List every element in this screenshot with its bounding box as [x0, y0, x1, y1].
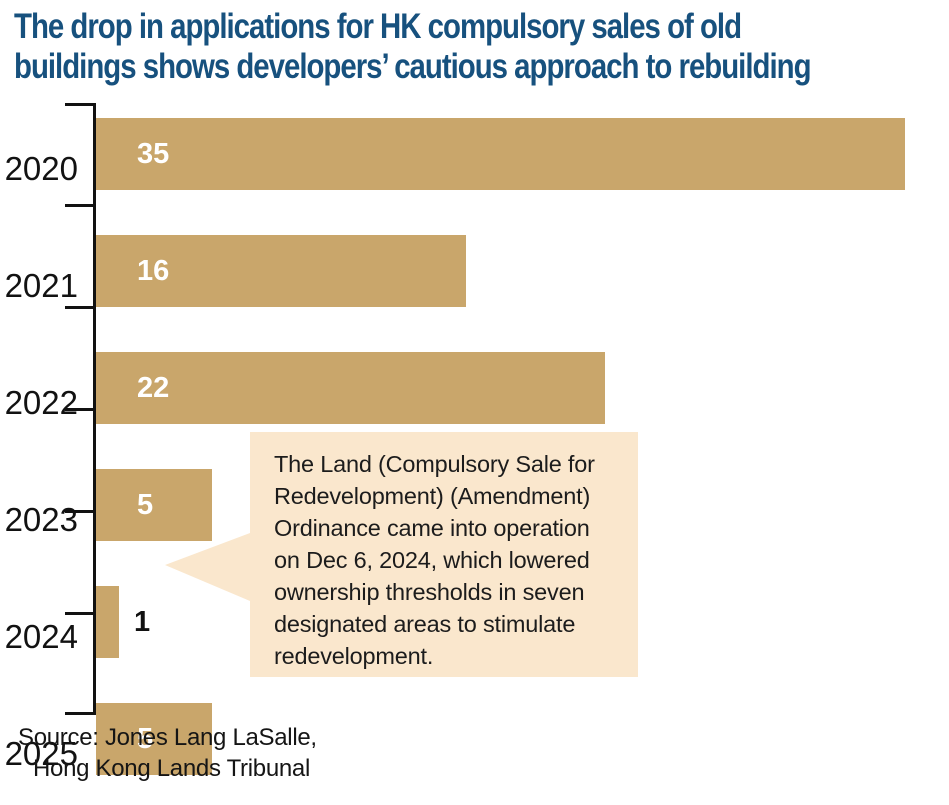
source-note: Source: Jones Lang LaSalle, Hong Kong La…	[18, 722, 317, 784]
year-label: 2021	[4, 267, 78, 304]
year-label: 2024	[4, 618, 78, 655]
axis-tick	[65, 204, 96, 207]
chart-title: The drop in applications for HK compulso…	[14, 7, 812, 86]
year-label: 2020	[4, 150, 78, 187]
axis-tick	[65, 510, 96, 513]
bar-value-label: 5	[137, 488, 154, 521]
bar-row-2023: 2023 5	[0, 469, 949, 571]
annotation-text: The Land (Compulsory Sale for Redevelopm…	[274, 451, 595, 669]
bar-value-label: 5	[137, 722, 154, 755]
year-label: 2023	[4, 501, 78, 538]
bar-2025: 5	[96, 703, 212, 775]
callout-pointer-icon	[165, 533, 250, 601]
callout-pointer-shape	[165, 533, 250, 601]
bar-2022: 22	[96, 352, 605, 424]
axis-tick	[65, 103, 96, 106]
bar-row-2025: 2025 5	[0, 703, 949, 805]
bar-2021: 16	[96, 235, 466, 307]
source-line-1: Source: Jones Lang LaSalle,	[18, 724, 317, 751]
bar-row-2024: 2024 1	[0, 586, 949, 688]
bar-chart: 2020 35 2021 16 2022 22 2023 5 2024 1 20…	[0, 103, 949, 775]
bar-2024: 1	[96, 586, 150, 658]
year-label: 2022	[4, 384, 78, 421]
bar-value-label: 16	[137, 254, 170, 287]
axis-tick	[65, 612, 96, 615]
axis-tick	[65, 306, 96, 309]
annotation-callout: The Land (Compulsory Sale for Redevelopm…	[250, 432, 638, 677]
bar-value-label: 35	[137, 137, 170, 170]
bar-2023: 5	[96, 469, 212, 541]
bar-2020: 35	[96, 118, 905, 190]
year-label: 2025	[4, 735, 78, 772]
bar-row-2021: 2021 16	[0, 235, 949, 337]
bar-value-label: 22	[137, 371, 170, 404]
axis-tick	[65, 712, 96, 715]
bar-row-2020: 2020 35	[0, 118, 949, 220]
source-line-2: Hong Kong Lands Tribunal	[33, 755, 311, 782]
axis-tick	[65, 408, 96, 411]
bar-value-label: 1	[134, 605, 151, 638]
bar-row-2022: 2022 22	[0, 352, 949, 454]
